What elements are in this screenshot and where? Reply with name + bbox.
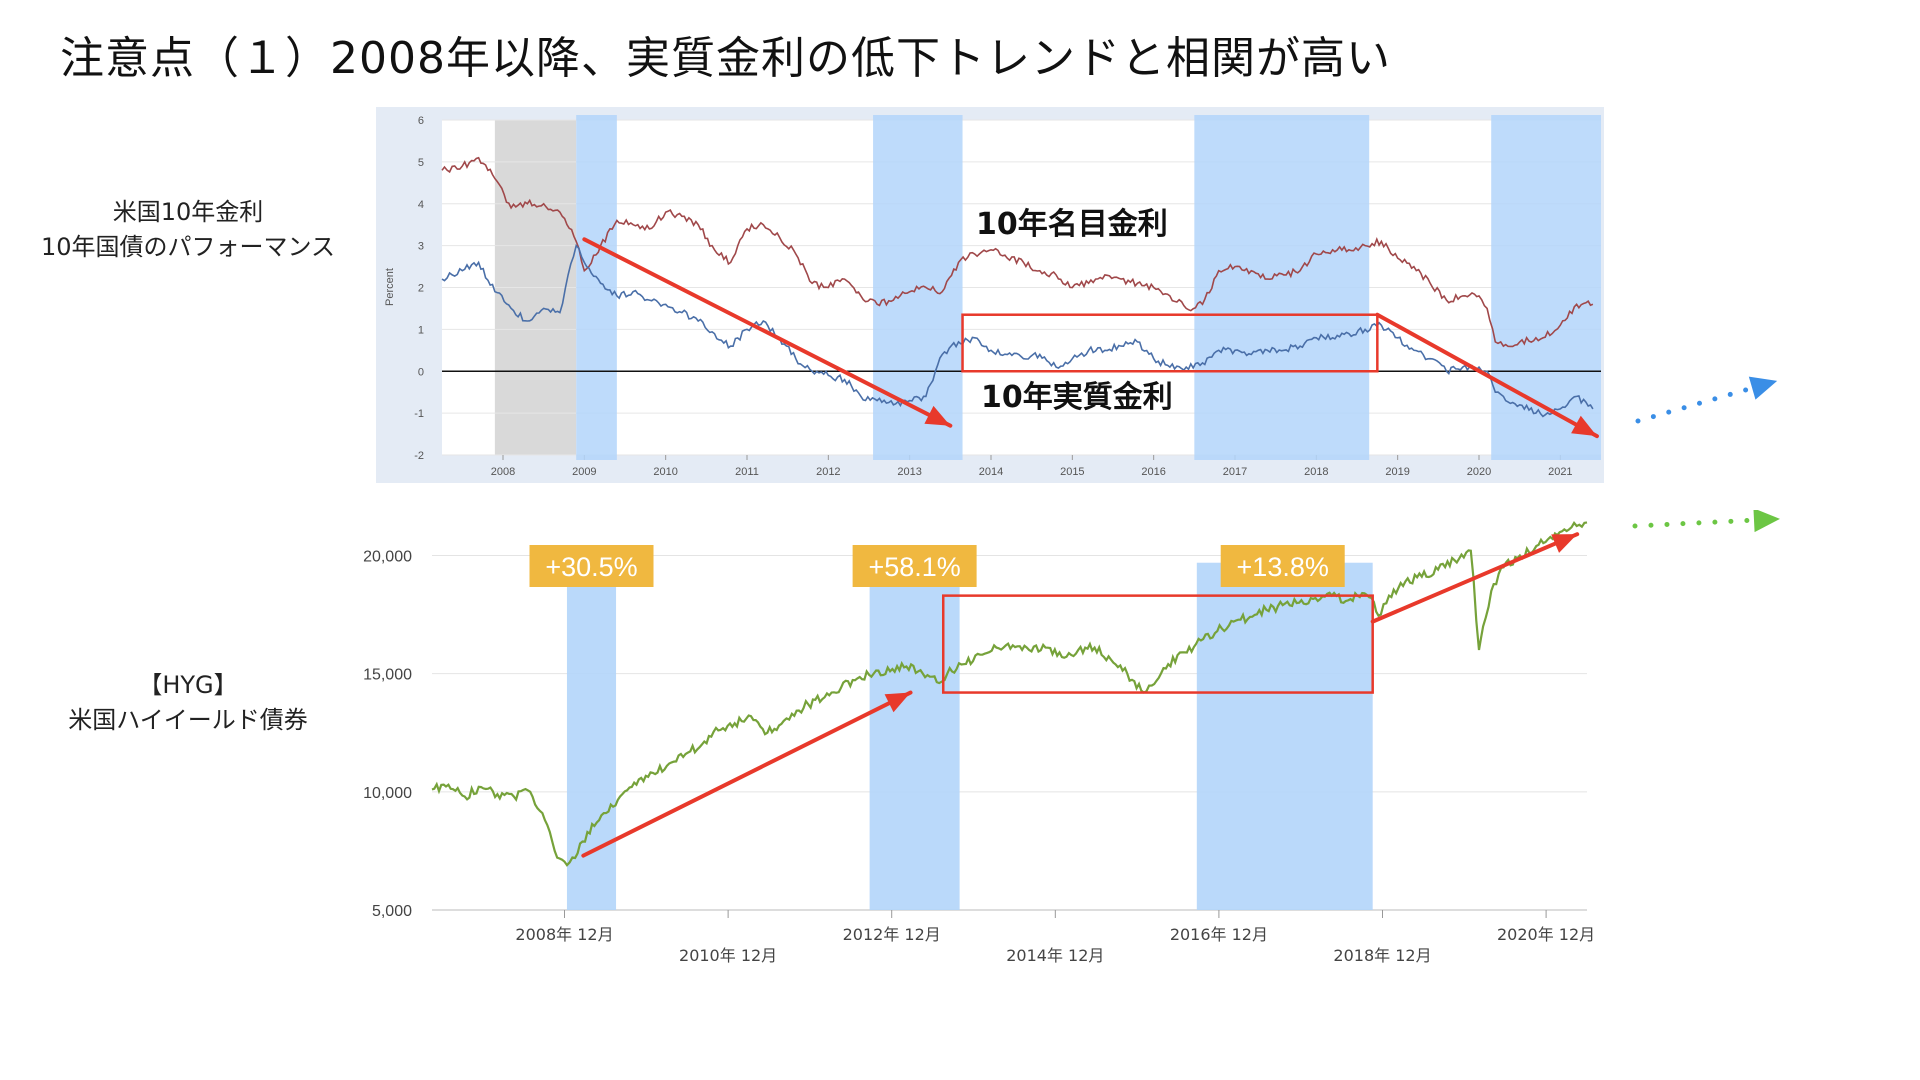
return-badge-bg-1 [852,545,977,587]
return-badge-1: +58.1% [868,552,960,582]
forecast-arrow-blue-dots [1635,384,1759,424]
x-tick-label: 2013 [897,466,921,478]
real-label: 10年実質金利 [981,380,1173,415]
bottom-chart-label: 【HYG】 米国ハイイールド債券 [18,668,358,738]
highlight-band-0 [576,115,617,460]
real-yield-line [441,243,1594,418]
y-tick-label: 5 [418,157,424,169]
y-tick-label: 2 [418,283,424,295]
slide-title: 注意点（１）2008年以降、実質金利の低下トレンドと相関が高い [60,33,1391,84]
return-badge-bg-0 [529,545,654,587]
interest-rate-chart: 6 5 4 3 2 1 0 -1 -2 2008 2009 2010 2011 2012 2013 2014 2… [376,107,1778,483]
return-badge-2: +13.8% [1237,552,1329,582]
forecast-arrow-green [1632,510,1780,533]
x-tick-label: 2008 [491,466,515,478]
x-tick-label: 2012年 12月 [843,925,941,944]
x-tick-label: 2014 [979,466,1003,478]
downtrend-arrow-1-shaft [582,237,953,428]
x-tick-label: 2017 [1223,466,1247,478]
x-tick-label: 2018年 12月 [1333,946,1431,965]
forecast-arrow-green-dots [1632,517,1761,529]
x-tick-label: 2016 [1141,466,1165,478]
x-tick-label: 2020年 12月 [1497,925,1595,944]
nominal-yield-line [441,156,1594,348]
return-badge-0: +30.5% [545,552,637,582]
y-tick-label: 6 [418,115,424,127]
x-tick-label: 2018 [1304,466,1328,478]
x-tick-label: 2016年 12月 [1170,925,1268,944]
x-tick-label: 2009 [572,466,596,478]
uptrend-arrow-2 [1370,532,1580,624]
nominal-label: 10年名目金利 [976,207,1168,242]
y-tick-label: -2 [414,450,424,462]
bottom-chart-label-line2: 米国ハイイールド債券 [68,705,308,734]
x-tick-label: 2021 [1548,466,1572,478]
y-tick-label: 0 [418,366,424,378]
top-chart-label-line1: 米国10年金利 [112,198,264,226]
y-tick-label: 5,000 [372,903,412,920]
return-badge-bg-2 [1220,545,1345,587]
top-chart-label: 米国10年金利 10年国債のパフォーマンス [18,195,358,265]
y-tick-label: -1 [414,408,424,420]
y-tick-label: 10,000 [363,785,412,802]
x-tick-label: 2015 [1060,466,1084,478]
highlight-band-2 [1194,115,1370,460]
x-tick-label: 2008年 12月 [515,925,613,944]
y-tick-label: 1 [418,324,424,336]
forecast-arrow-green-head [1753,510,1780,533]
y-tick-label: 15,000 [363,667,412,684]
downtrend-arrow-2-shaft [1375,312,1599,439]
y-tick-label: 3 [418,241,424,253]
x-tick-label: 2012 [816,466,840,478]
y-tick-label: 4 [418,199,424,211]
bottom-chart-label-line1: 【HYG】 [138,671,238,699]
hyg-price-line [431,520,1588,867]
uptrend-arrow-2-shaft [1370,532,1580,624]
x-tick-label: 2020 [1467,466,1491,478]
downtrend-arrow-1 [582,237,953,428]
uptrend-arrow-1-head [884,692,911,713]
downtrend-arrow-2 [1375,312,1599,439]
x-tick-label: 2014年 12月 [1006,946,1104,965]
uptrend-arrow-1-shaft [581,690,913,858]
hyg-chart: 5,000 10,000 15,000 20,000 2008年 12月 2012年 12… [363,510,1780,965]
forecast-arrow-blue [1635,376,1778,424]
forecast-arrow-blue-head [1748,376,1778,400]
x-tick-label: 2019 [1385,466,1409,478]
highlight-band-1 [869,562,960,910]
x-tick-label: 2010 [653,466,677,478]
range-box [961,313,1379,373]
range-box [941,594,1374,694]
top-chart-label-line2: 10年国債のパフォーマンス [40,232,336,261]
uptrend-arrow-2-head [1551,534,1578,553]
downtrend-arrow-2-head [1571,415,1597,437]
highlight-band-2 [1196,562,1373,910]
y-tick-label: 20,000 [363,548,412,565]
downtrend-arrow-1-head [924,405,951,426]
x-tick-label: 2011 [735,466,759,478]
uptrend-arrow-1 [581,690,913,858]
x-tick-label: 2010年 12月 [679,946,777,965]
y-axis-label: Percent [384,268,396,306]
